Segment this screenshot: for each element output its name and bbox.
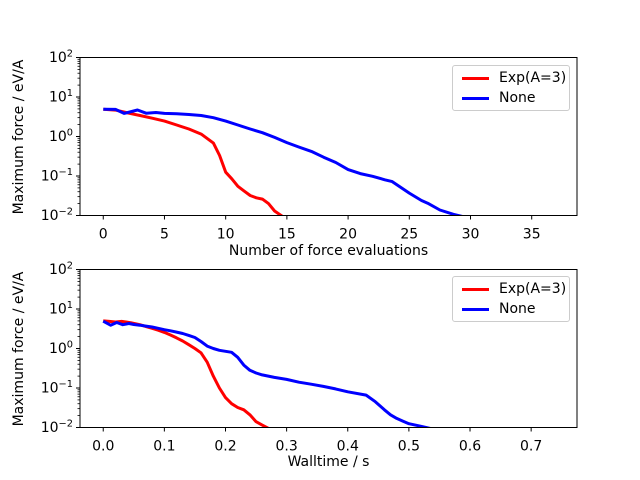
legend-item: None bbox=[453, 299, 569, 319]
legend-line-swatch-blue bbox=[462, 96, 489, 100]
legend-item: Exp(A=3) bbox=[453, 68, 569, 88]
legend-label: None bbox=[499, 301, 536, 317]
legend-item: Exp(A=3) bbox=[453, 279, 569, 299]
y-tick-label: 100 bbox=[49, 340, 73, 358]
y-tick-label: 10−2 bbox=[41, 419, 73, 437]
x-tick-label: 25 bbox=[400, 227, 418, 243]
legend-line-swatch-red bbox=[462, 76, 489, 80]
y-tick-label: 10−1 bbox=[41, 167, 73, 185]
x-tick-label: 0.5 bbox=[398, 439, 420, 455]
legend-label: Exp(A=3) bbox=[499, 70, 567, 86]
axes-top: 102 101 100 10−1 10−2 0 5 10 15 20 25 30 35 bbox=[41, 49, 578, 243]
xaxis-label-top: Number of force evaluations bbox=[228, 243, 429, 259]
yaxis-label-top: Maximum force / eV/A bbox=[11, 59, 27, 215]
y-tick-label: 102 bbox=[49, 49, 73, 67]
x-tick-label: 15 bbox=[278, 227, 296, 243]
series-line-None bbox=[102, 319, 431, 428]
legend-item: None bbox=[453, 88, 569, 108]
series-line-None bbox=[103, 107, 465, 216]
y-tick-label: 102 bbox=[49, 261, 73, 279]
x-tick-label: 0 bbox=[99, 227, 108, 243]
x-tick-label: 0.1 bbox=[153, 439, 175, 455]
y-tick-label: 101 bbox=[49, 88, 73, 106]
x-tick-label: 0.6 bbox=[459, 439, 481, 455]
y-tick-label: 10−1 bbox=[41, 379, 73, 397]
legend-line-swatch-red bbox=[462, 287, 489, 291]
xaxis-label-bottom: Walltime / s bbox=[287, 454, 370, 470]
x-tick-label: 5 bbox=[160, 227, 169, 243]
axes-bottom: 102 101 100 10−1 10−2 0.0 0.1 0.2 0.3 0.4 0.5 0.6 0.… bbox=[41, 261, 578, 455]
legend-bottom: Exp(A=3) None bbox=[452, 276, 570, 322]
legend-label: None bbox=[499, 90, 536, 106]
series-line-Exp(A=3) bbox=[103, 319, 271, 428]
y-tick-label: 10−2 bbox=[41, 207, 73, 225]
y-tick-label: 100 bbox=[49, 128, 73, 146]
x-tick-label: 0.2 bbox=[214, 439, 236, 455]
x-tick-label: 0.3 bbox=[275, 439, 297, 455]
x-tick-label: 30 bbox=[462, 227, 480, 243]
x-tick-label: 0.7 bbox=[520, 439, 542, 455]
x-tick-label: 35 bbox=[523, 227, 541, 243]
series-line-Exp(A=3) bbox=[103, 107, 284, 216]
legend-label: Exp(A=3) bbox=[499, 281, 567, 297]
x-tick-label: 20 bbox=[339, 227, 357, 243]
x-tick-label: 0.4 bbox=[337, 439, 359, 455]
y-tick-label: 101 bbox=[49, 300, 73, 318]
legend-line-swatch-blue bbox=[462, 307, 489, 311]
legend-top: Exp(A=3) None bbox=[452, 65, 570, 111]
yaxis-label-bottom: Maximum force / eV/A bbox=[11, 271, 27, 427]
x-tick-label: 10 bbox=[217, 227, 235, 243]
x-tick-label: 0.0 bbox=[92, 439, 114, 455]
